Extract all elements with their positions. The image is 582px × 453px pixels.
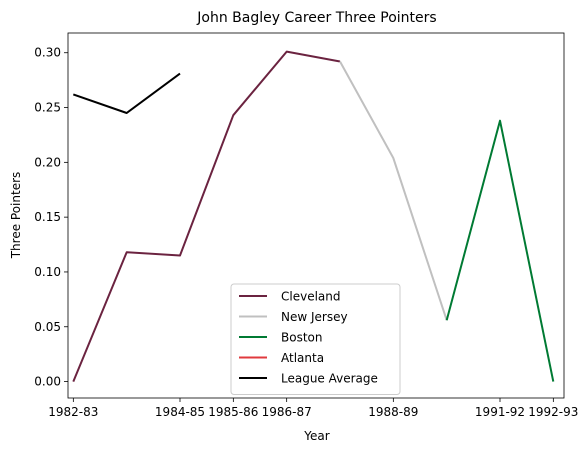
chart-title: John Bagley Career Three Pointers — [196, 10, 436, 26]
x-tick-label: 1984-85 — [155, 405, 205, 419]
y-tick-label: 0.25 — [34, 101, 61, 115]
x-axis: 1982-83 1984-85 1985-86 1986-87 1988-89 1991-… — [48, 398, 578, 419]
legend-label-league-average: League Average — [281, 372, 378, 386]
x-tick-label: 1982-83 — [48, 405, 98, 419]
legend-label-cleveland: Cleveland — [281, 290, 341, 304]
series-line-cleveland — [72, 50, 341, 382]
y-axis: 0.00 0.05 0.10 0.15 0.20 0.25 0.30 — [34, 46, 68, 389]
x-axis-label: Year — [303, 429, 329, 443]
plot-frame — [67, 32, 565, 399]
series-lines — [72, 50, 555, 382]
y-tick-label: 0.30 — [34, 46, 61, 60]
series-line-league-average — [72, 72, 181, 114]
legend-box — [230, 283, 401, 395]
legend-label-boston: Boston — [281, 331, 322, 345]
legend-label-new-jersey: New Jersey — [281, 310, 348, 324]
x-tick-label: 1992-93 — [528, 405, 578, 419]
series-line-new-jersey — [339, 61, 448, 321]
series-line-boston — [445, 119, 555, 382]
x-tick-label: 1988-89 — [368, 405, 418, 419]
y-tick-label: 0.10 — [34, 265, 61, 279]
legend: Cleveland New Jersey Boston Atlanta League A… — [230, 283, 401, 395]
x-tick-label: 1991-92 — [475, 405, 525, 419]
x-tick-label: 1986-87 — [262, 405, 312, 419]
legend-label-atlanta: Atlanta — [281, 351, 324, 365]
y-tick-label: 0.20 — [34, 155, 61, 169]
y-tick-label: 0.15 — [34, 210, 61, 224]
y-axis-label: Three Pointers — [9, 172, 23, 260]
x-tick-label: 1985-86 — [208, 405, 258, 419]
y-tick-label: 0.05 — [34, 320, 61, 334]
y-tick-label: 0.00 — [34, 375, 61, 389]
